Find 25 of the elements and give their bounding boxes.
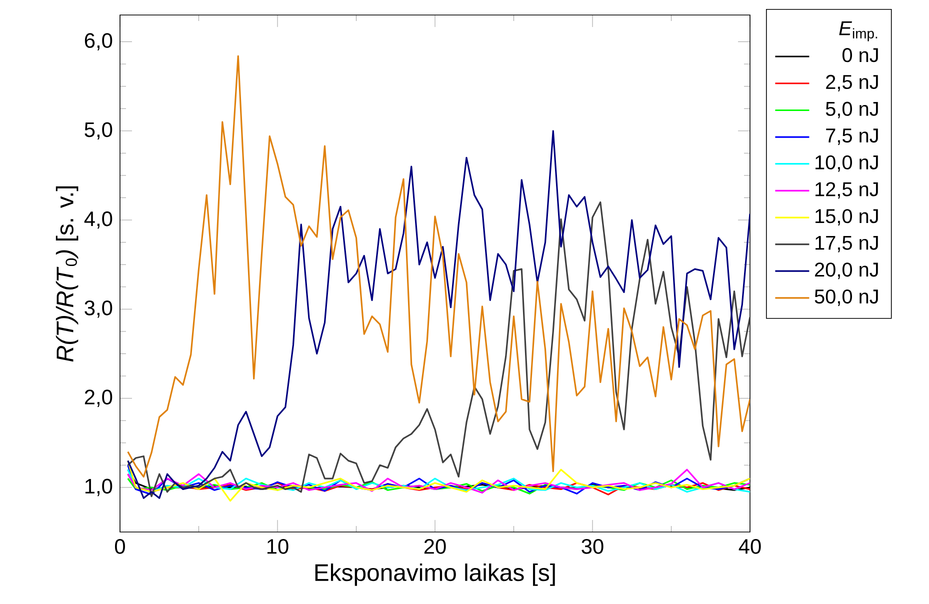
y-tick-label: 6,0 [84,33,112,50]
y-tick-label: 4,0 [84,211,112,229]
x-tick-label: 30 [582,539,604,554]
y-tick-label: 1,0 [85,478,112,496]
x-tick-label: 40 [738,539,761,554]
legend-label: 17,5 nJ [816,236,878,252]
legend-label: 5,0 nJ [826,102,878,118]
y-tick-label: 3,0 [84,300,112,318]
x-axis-title: Eksponavimo laikas [s] [315,564,555,586]
legend-title: E$_{imp.}$ [839,21,878,42]
y-axis-title: R(T)/R(T$_{0}$) [s. v.] [56,186,78,362]
legend-label: 2,5 nJ [826,74,878,92]
legend-label: 7,5 nJ [826,128,878,145]
legend-label: 50,0 nJ [814,289,878,306]
legend-label: 12,5 nJ [816,182,878,199]
legend-label: 20,0 nJ [815,262,878,280]
legend-label: 0 nJ [842,48,878,62]
y-tick-label: 5,0 [84,122,112,140]
x-tick-label: 10 [267,539,288,554]
legend-label: 10,0 nJ [816,155,878,172]
line-series [127,55,750,478]
y-tick-label: 2,0 [84,390,112,407]
legend-label: 15,0 nJ [816,209,878,226]
x-tick-label: 20 [424,539,446,554]
x-tick-label: 0 [114,539,125,554]
